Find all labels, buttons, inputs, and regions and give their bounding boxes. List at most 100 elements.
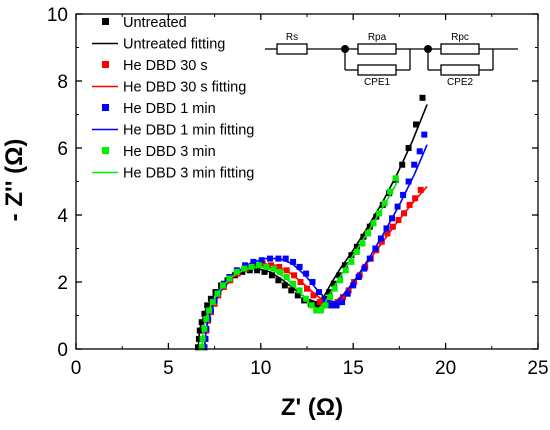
data-point [233,268,240,275]
rpa-label: Rpa [368,32,387,43]
data-point [406,201,413,208]
series-dbd_3min-points [198,175,399,351]
legend-marker [102,18,109,25]
data-point [387,188,394,195]
data-point [348,258,355,265]
data-point [283,274,290,280]
legend-label: He DBD 1 min [123,101,216,117]
series-dbd_1min-points [201,131,428,351]
data-point [353,248,360,255]
legend-marker [102,147,109,154]
series-layer [195,94,428,351]
data-point [328,302,334,309]
cpe2-element [440,64,480,76]
data-point [366,223,373,230]
data-point [204,302,211,309]
data-point [288,287,295,294]
data-point [378,238,385,245]
cpe1-element [357,64,397,76]
data-point [361,265,368,272]
legend-label: He DBD 1 min fitting [123,123,254,139]
cpe1-label: CPE1 [364,77,391,88]
legend-label: He DBD 30 s fitting [123,80,246,96]
legend-label: Untreated [123,15,187,31]
legend-label: Untreated fitting [123,37,225,53]
data-point [254,267,261,274]
rs-label: Rs [286,32,298,43]
data-point [304,285,310,292]
data-point [290,258,297,265]
data-point [353,243,360,250]
data-point [341,262,348,269]
data-point [411,161,418,168]
legend-item: He DBD 3 min [102,144,216,160]
data-point [333,302,340,309]
data-point [340,294,346,301]
resistor-rs [276,43,308,55]
x-tick-label: 20 [435,358,456,379]
x-tick-label: 10 [250,358,271,379]
data-point [309,279,316,285]
data-point [389,223,396,230]
y-axis-title: - Z'' (Ω) [1,139,28,222]
data-point [261,268,268,275]
data-point [344,290,351,297]
data-point [248,263,255,270]
data-point [294,292,301,299]
legend-marker [102,61,109,68]
legend-item: He DBD 3 min fitting [92,166,254,182]
axes [75,13,539,350]
data-point [303,270,310,277]
data-point [201,325,208,332]
x-tick-label: 15 [343,358,364,379]
series-dbd_3min-fitting [200,181,399,350]
data-point [342,267,349,274]
x-tick-label: 0 [71,358,82,379]
tick-labels: 0 5 10 15 20 25 0 2 4 6 8 10 [47,5,549,379]
y-tick-label: 0 [57,340,68,361]
data-point [290,280,297,287]
data-point [316,299,323,306]
data-point [416,148,423,155]
data-point [392,175,399,182]
data-point [366,255,373,262]
data-point [322,297,329,304]
legend-item: Untreated fitting [92,37,225,53]
legend-item: He DBD 30 s fitting [92,80,246,96]
data-point [281,282,288,289]
data-point [268,272,275,279]
data-point [310,292,317,299]
data-point [313,302,320,309]
legend-item: Untreated [102,15,187,31]
legend-marker [102,104,109,111]
data-point [317,307,324,314]
data-point [331,285,338,292]
y-tick-label: 10 [47,5,68,26]
y-tick-label: 2 [57,273,68,294]
data-point [355,274,362,280]
rpc-label: Rpc [451,32,469,43]
data-point [345,287,352,294]
data-point [256,262,262,269]
data-point [270,265,277,272]
x-tick-label: 25 [527,358,548,379]
data-point [339,299,346,306]
data-point [337,277,344,284]
y-tick-label: 6 [57,139,68,160]
data-point [263,263,270,270]
resistor-rpa [357,43,397,55]
data-point [296,287,303,294]
data-point [296,263,303,270]
cpe2-label: CPE2 [447,77,474,88]
legend: Untreated Untreated fitting He DBD 30 s He … [92,15,254,182]
y-tick-label: 8 [57,72,68,93]
data-point [400,191,407,198]
data-point [359,240,366,247]
data-point [417,186,424,193]
legend-item: He DBD 30 s [102,58,208,74]
legend-label: He DBD 3 min fitting [123,166,254,182]
data-point [242,262,249,269]
x-axis-title: Z' (Ω) [281,394,343,421]
data-point [419,94,426,101]
